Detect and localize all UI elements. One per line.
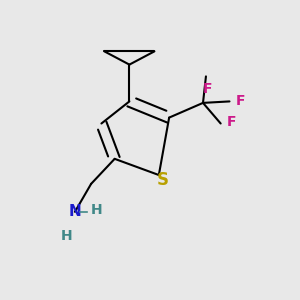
- Text: S: S: [156, 171, 168, 189]
- Text: F: F: [236, 94, 245, 108]
- Text: F: F: [227, 115, 237, 129]
- Text: F: F: [203, 82, 212, 96]
- Text: H: H: [60, 230, 72, 244]
- Text: H: H: [91, 203, 103, 218]
- Text: N: N: [68, 204, 81, 219]
